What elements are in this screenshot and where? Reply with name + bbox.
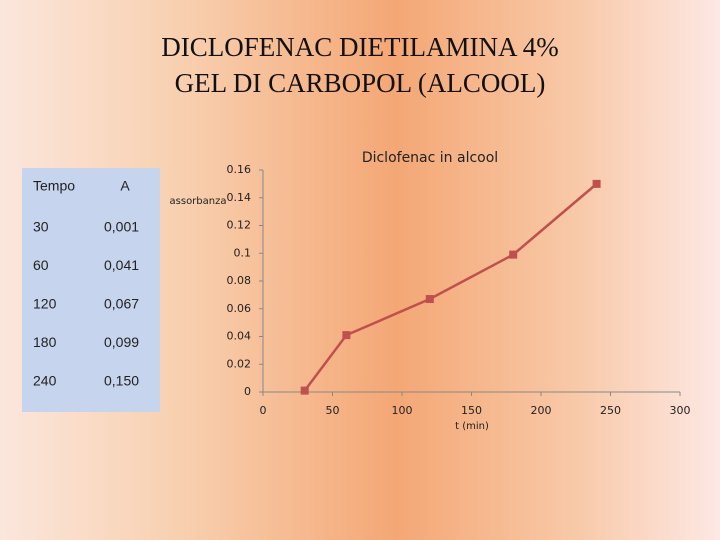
- x-tick-label: 300: [670, 404, 691, 417]
- x-tick-label: 50: [326, 404, 340, 417]
- table-cell: 30: [33, 219, 49, 235]
- table-cell: 120: [33, 296, 57, 312]
- y-tick-label: 0.1: [234, 246, 252, 259]
- table-cell: 180: [33, 334, 57, 350]
- table-background: [22, 168, 160, 412]
- table-header: A: [120, 178, 130, 194]
- data-point: [425, 295, 434, 304]
- y-tick-label: 0.04: [227, 330, 252, 343]
- table-cell: 0,099: [104, 334, 139, 350]
- x-tick-label: 200: [531, 404, 552, 417]
- table-header: Tempo: [33, 178, 75, 194]
- data-point: [509, 250, 518, 259]
- table-cell: 60: [33, 257, 49, 273]
- slide-title: GEL DI CARBOPOL (ALCOOL): [175, 68, 546, 98]
- x-tick-label: 100: [392, 404, 413, 417]
- y-tick-label: 0: [244, 385, 251, 398]
- table-cell: 0,001: [104, 219, 139, 235]
- x-tick-label: 250: [600, 404, 621, 417]
- table-cell: 0,150: [104, 373, 139, 389]
- y-tick-label: 0.08: [227, 274, 252, 287]
- y-tick-label: 0.14: [227, 191, 252, 204]
- table-cell: 240: [33, 373, 57, 389]
- y-tick-label: 0.16: [227, 163, 252, 176]
- table-cell: 0,067: [104, 296, 139, 312]
- data-point: [300, 386, 309, 395]
- y-tick-label: 0.02: [227, 357, 252, 370]
- y-tick-label: 0.06: [227, 302, 252, 315]
- y-tick-label: 0.12: [227, 219, 252, 232]
- y-axis-label: assorbanza: [170, 196, 227, 207]
- data-point: [592, 179, 601, 188]
- slide-title: DICLOFENAC DIETILAMINA 4%: [161, 32, 558, 62]
- x-axis-label: t (min): [455, 421, 489, 432]
- x-tick-label: 150: [461, 404, 482, 417]
- data-point: [342, 331, 351, 340]
- chart-title: Diclofenac in alcool: [362, 150, 498, 166]
- table-cell: 0,041: [104, 257, 139, 273]
- x-tick-label: 0: [260, 404, 267, 417]
